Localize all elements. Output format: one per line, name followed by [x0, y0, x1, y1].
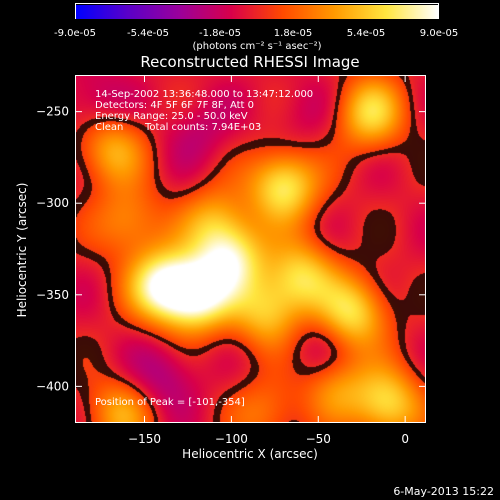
x-tick-label: 0	[401, 432, 409, 446]
y-tick-label: −400	[36, 379, 69, 393]
y-tick-label: −300	[36, 196, 69, 210]
colorbar	[75, 3, 439, 19]
y-tick-label: −250	[36, 105, 69, 119]
heatmap-plot-area	[75, 75, 426, 423]
colorbar-gradient	[76, 5, 438, 19]
x-tick-label: −100	[215, 432, 248, 446]
x-tick-label: −50	[306, 432, 331, 446]
energy-range-label: Energy Range: 25.0 - 50.0 keV	[95, 111, 248, 122]
total-counts-label: Total counts: 7.94E+03	[145, 122, 262, 133]
y-axis-label: Heliocentric Y (arcsec)	[15, 183, 29, 318]
colorbar-tick-label: 1.8e-05	[273, 28, 313, 39]
x-axis-label: Heliocentric X (arcsec)	[182, 447, 318, 461]
peak-position-label: Position of Peak = [-101,-354]	[95, 397, 245, 408]
chart-title: Reconstructed RHESSI Image	[140, 53, 360, 71]
colorbar-tick-label: 9.0e-05	[419, 28, 459, 39]
time-range-label: 14-Sep-2002 13:36:48.000 to 13:47:12.000	[95, 89, 314, 100]
detectors-label: Detectors: 4F 5F 6F 7F 8F, Att 0	[95, 100, 255, 111]
colorbar-tick-label: -1.8e-05	[199, 28, 241, 39]
clean-label: Clean	[95, 122, 124, 133]
heatmap-image	[76, 76, 425, 422]
y-tick-label: −350	[36, 288, 69, 302]
colorbar-tick-label: 5.4e-05	[346, 28, 386, 39]
colorbar-tick-label: -5.4e-05	[127, 28, 169, 39]
footer-date: 6-May-2013 15:22	[393, 485, 494, 498]
x-tick-label: −150	[128, 432, 161, 446]
colorbar-unit-label: (photons cm⁻² s⁻¹ asec⁻²)	[192, 41, 322, 52]
colorbar-tick-label: -9.0e-05	[54, 28, 96, 39]
